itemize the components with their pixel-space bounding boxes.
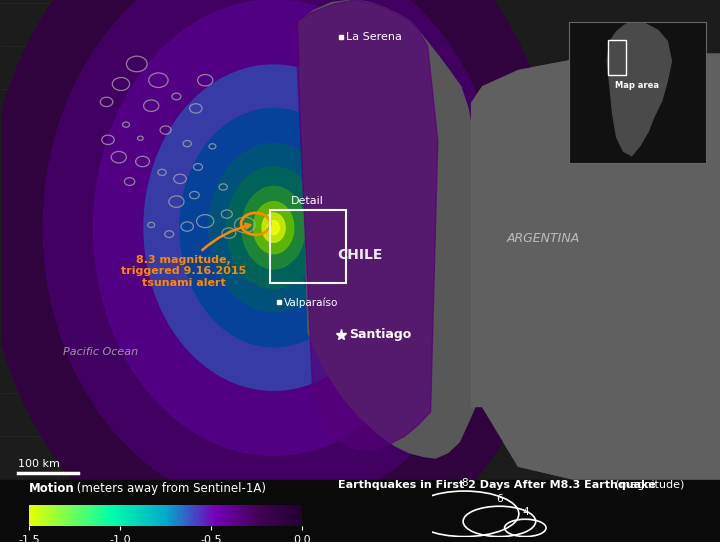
Text: 4: 4 <box>522 507 528 517</box>
Polygon shape <box>295 0 438 451</box>
Ellipse shape <box>43 0 504 509</box>
Bar <box>608 40 626 75</box>
Ellipse shape <box>253 202 294 254</box>
Polygon shape <box>299 0 475 458</box>
Ellipse shape <box>262 213 285 242</box>
Text: (magnitude): (magnitude) <box>608 480 685 490</box>
Bar <box>0 480 720 542</box>
Text: ARGENTINA: ARGENTINA <box>507 232 580 245</box>
Ellipse shape <box>94 0 454 455</box>
Text: 6: 6 <box>496 494 503 504</box>
Text: Valparaíso: Valparaíso <box>284 297 339 308</box>
Text: CHILE: CHILE <box>337 248 383 262</box>
Ellipse shape <box>227 167 320 288</box>
Text: Santiago: Santiago <box>349 328 411 341</box>
Text: 8.3 magnitude,
triggered 9.16.2015
tsunami alert: 8.3 magnitude, triggered 9.16.2015 tsuna… <box>121 224 250 288</box>
Ellipse shape <box>209 144 338 312</box>
Polygon shape <box>472 54 720 480</box>
Ellipse shape <box>180 108 367 347</box>
Text: Detail: Detail <box>292 196 324 206</box>
Ellipse shape <box>242 186 305 269</box>
Text: 100 km: 100 km <box>18 459 60 469</box>
Ellipse shape <box>268 221 279 235</box>
Polygon shape <box>299 0 475 458</box>
Text: (meters away from Sentinel-1A): (meters away from Sentinel-1A) <box>73 482 266 495</box>
Polygon shape <box>607 22 672 156</box>
Text: Map area: Map area <box>615 81 660 90</box>
Text: Earthquakes in First 2 Days After M8.3 Earthquake: Earthquakes in First 2 Days After M8.3 E… <box>338 480 656 490</box>
Text: 8: 8 <box>461 479 468 488</box>
Text: Pacific Ocean: Pacific Ocean <box>63 347 138 357</box>
Text: La Serena: La Serena <box>346 32 402 42</box>
Text: Motion: Motion <box>29 482 75 495</box>
Ellipse shape <box>144 65 403 390</box>
Bar <box>270 210 346 283</box>
Ellipse shape <box>0 0 562 542</box>
Polygon shape <box>472 54 720 480</box>
